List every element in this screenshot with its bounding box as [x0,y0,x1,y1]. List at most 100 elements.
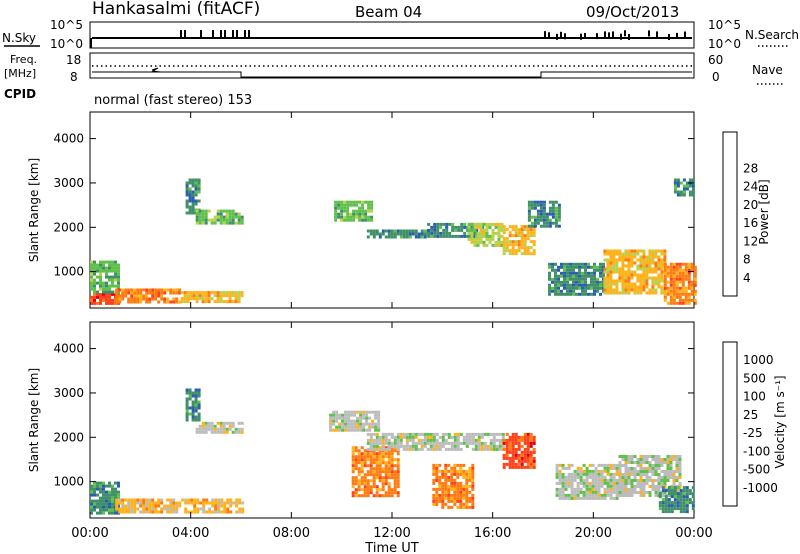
heatmap-cell [663,458,667,461]
heatmap-cell [502,231,506,235]
heatmap-cell [685,510,689,514]
heatmap-cell [393,482,397,486]
heatmap-cell [520,435,524,439]
heatmap-cell [445,234,449,238]
heatmap-cell [99,292,102,296]
heatmap-cell [108,511,111,515]
heatmap-cell [497,237,501,241]
y-tick-label: 4000 [53,132,84,146]
heatmap-cell [105,266,108,270]
heatmap-cell [526,462,530,466]
heatmap-cell [441,490,445,494]
heatmap-cell [366,473,370,477]
heatmap-cell [151,297,155,301]
heatmap-cell [676,495,680,499]
heatmap-cell [511,459,515,463]
heatmap-cell [432,438,436,442]
heatmap-cell [533,224,537,228]
heatmap-cell [514,465,518,469]
heatmap-cell [374,413,378,417]
heatmap-cell [520,438,524,442]
heatmap-cell [381,452,385,456]
heatmap-cell [378,452,382,456]
heatmap-cell [393,479,397,483]
heatmap-cell [687,298,691,302]
heatmap-cell [194,394,198,398]
heatmap-cell [667,510,671,514]
heatmap-cell [687,280,691,284]
cpid-label: CPID [4,87,36,101]
heatmap-cell [390,235,394,239]
heatmap-cell [198,294,202,298]
heatmap-cell [207,300,211,304]
heatmap-cell [566,265,569,269]
heatmap-cell [453,478,457,482]
heatmap-cell [511,450,515,454]
heatmap-cell [445,228,449,232]
heatmap-cell [672,280,676,284]
heatmap-cell [563,277,566,281]
heatmap-cell [663,479,667,482]
heatmap-cell [207,424,211,428]
heatmap-cell [603,267,607,271]
heatmap-cell [554,212,558,216]
heatmap-cell [645,285,649,289]
heatmap-cell [363,485,367,489]
heatmap-cell [337,215,341,219]
heatmap-cell [204,427,208,431]
heatmap-cell [181,498,185,502]
heatmap-cell [660,276,664,280]
heatmap-cell [688,190,692,194]
heatmap-cell [201,294,205,298]
heatmap-cell [675,455,679,458]
heatmap-cell [492,432,496,436]
x-tick-label: 20:00 [575,526,612,541]
heatmap-cell [441,496,445,500]
heatmap-cell [529,465,533,469]
heatmap-cell [502,246,506,250]
heatmap-cell [462,490,466,494]
heatmap-cell [435,469,439,473]
heatmap-cell [414,447,418,451]
heatmap-cell [532,447,536,451]
heatmap-cell [584,265,587,269]
heatmap-cell [366,491,370,495]
heatmap-cell [678,262,682,266]
heatmap-cell [335,410,339,414]
heatmap-cell [453,490,457,494]
heatmap-cell [169,510,173,514]
heatmap-cell [108,499,111,503]
heatmap-cell [591,475,595,479]
heatmap-cell [639,249,643,253]
heatmap-cell [408,432,412,436]
heatmap-cell [693,268,697,272]
heatmap-cell [188,196,192,200]
y-tick-label: 1000 [53,475,84,489]
heatmap-cell [368,425,372,429]
heatmap-cell [447,496,451,500]
heatmap-cell [474,438,478,442]
heatmap-cell [102,284,105,288]
heatmap-cell [370,215,374,219]
heatmap-cell [201,424,205,428]
heatmap-cell [561,478,565,482]
heatmap-cell [356,410,360,414]
heatmap-cell [453,441,457,445]
heatmap-cell [99,499,102,503]
heatmap-cell [561,496,565,500]
heatmap-cell [166,297,170,301]
heatmap-cell [93,481,96,485]
heatmap-cell [387,485,391,489]
heatmap-cell [630,470,634,473]
heatmap-cell [526,228,530,232]
heatmap-cell [557,206,561,210]
heatmap-cell [621,482,625,485]
heatmap-cell [526,447,530,451]
noise-bar [224,30,226,38]
heatmap-cell [548,274,551,278]
heatmap-cell [508,435,512,439]
heatmap-cell [648,249,652,253]
heatmap-cell [436,222,440,226]
noise-bar [548,32,550,39]
